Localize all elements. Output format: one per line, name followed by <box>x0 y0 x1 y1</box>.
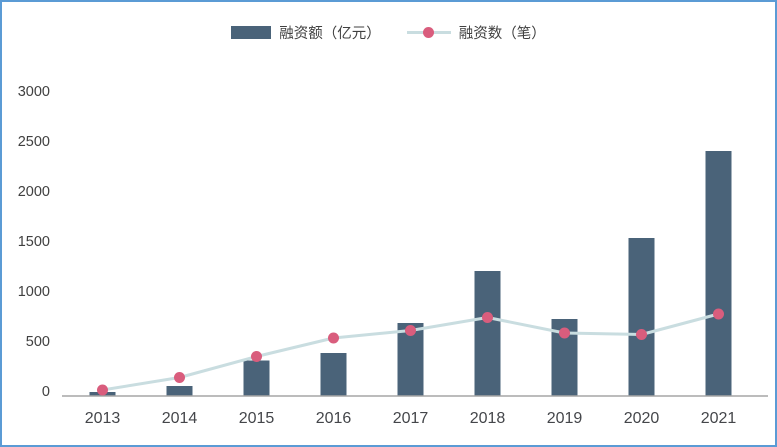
legend-label-funding-amount: 融资额（亿元） <box>279 26 381 42</box>
y-axis-label: 1000 <box>18 284 50 300</box>
x-axis-label: 2020 <box>624 410 660 427</box>
line-point-2015 <box>251 351 262 362</box>
legend-item-funding-count: 融资数（笔） <box>406 22 546 43</box>
bar-2020 <box>628 238 655 396</box>
line-point-2014 <box>174 372 185 383</box>
line-series-swatch-icon <box>406 26 451 39</box>
line-point-2013 <box>97 384 108 396</box>
y-axis-label: 0 <box>42 384 50 400</box>
y-axis-label: 3000 <box>18 84 50 100</box>
bar-2015 <box>243 360 270 396</box>
line-point-2019 <box>559 327 570 339</box>
bar-series-swatch-icon <box>231 26 272 39</box>
chart-legend: 融资额（亿元） 融资数（笔） <box>2 22 775 43</box>
x-axis-label: 2015 <box>239 410 275 427</box>
x-axis-label: 2019 <box>547 410 583 427</box>
bar-2018 <box>474 271 501 396</box>
line-point-2020 <box>636 329 647 340</box>
bar-2021 <box>705 151 732 396</box>
legend-label-funding-count: 融资数（笔） <box>458 26 546 42</box>
x-axis-label: 2021 <box>701 410 737 427</box>
line-point-2016 <box>328 332 339 344</box>
line-point-2017 <box>405 325 416 336</box>
x-axis-label: 2013 <box>85 410 121 427</box>
y-axis-label: 500 <box>26 334 50 350</box>
y-axis-label: 2500 <box>18 134 50 150</box>
bar-2014 <box>166 386 193 396</box>
x-axis-label: 2017 <box>393 410 429 427</box>
line-point-2018 <box>482 312 493 323</box>
legend-item-funding-amount: 融资额（亿元） <box>231 22 381 43</box>
bar-2016 <box>320 353 347 396</box>
line-point-2021 <box>713 308 724 320</box>
y-axis-label: 2000 <box>18 184 50 200</box>
x-axis-label: 2016 <box>316 410 352 427</box>
x-axis-label: 2018 <box>470 410 506 427</box>
y-axis-label: 1500 <box>18 234 50 250</box>
x-axis-label: 2014 <box>162 410 198 427</box>
